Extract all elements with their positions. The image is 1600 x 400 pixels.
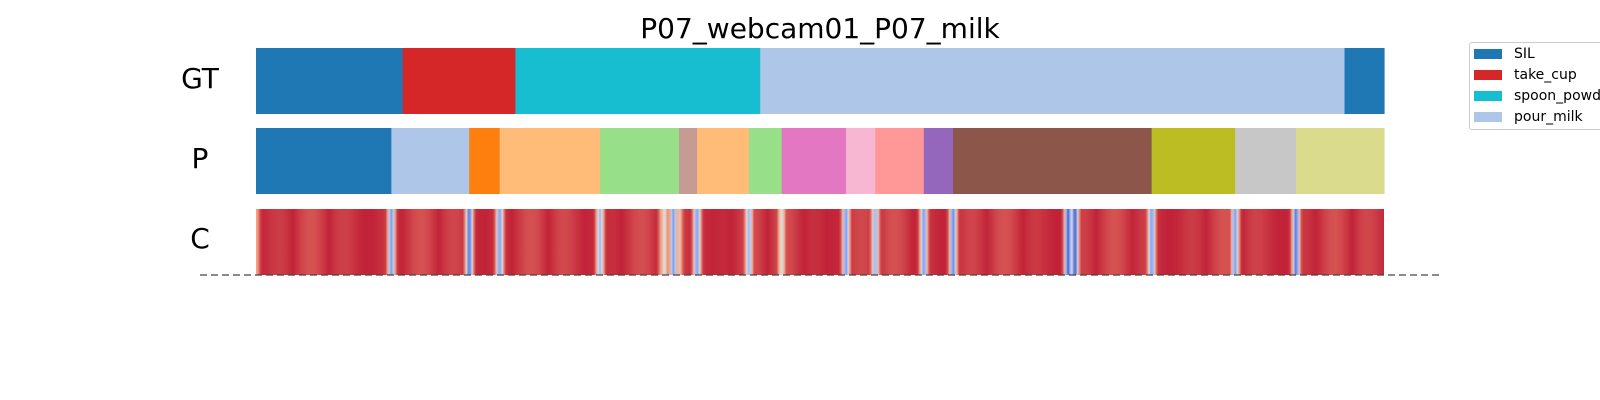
- segment: [923, 128, 954, 194]
- legend: SIL take_cup spoon_powd pour_milk: [1469, 42, 1600, 130]
- legend-label: pour_milk: [1514, 109, 1583, 125]
- confidence-row-bar: [256, 209, 1384, 275]
- prediction-row-bar: [256, 128, 1385, 194]
- legend-swatch: [1474, 49, 1502, 59]
- row-label-c: C: [190, 222, 210, 255]
- row-label-p: P: [191, 142, 209, 175]
- segment: [499, 128, 601, 194]
- legend-swatch: [1474, 70, 1502, 80]
- segment: [469, 128, 501, 194]
- segment-take-cup: [402, 48, 517, 114]
- legend-swatch: [1474, 91, 1502, 101]
- segment: [845, 128, 876, 194]
- segment: [679, 128, 698, 194]
- segment: [875, 128, 925, 194]
- segment: [781, 128, 847, 194]
- segment-SIL: [256, 128, 392, 194]
- segment-spoon-powder: [515, 48, 761, 114]
- segment: [1296, 128, 1385, 194]
- legend-item: take_cup: [1474, 65, 1577, 85]
- segment: [1235, 128, 1297, 194]
- legend-item: SIL: [1474, 44, 1535, 64]
- segment: [697, 128, 750, 194]
- chart-title: P07_webcam01_P07_milk: [640, 12, 1000, 45]
- segment-SIL: [1344, 48, 1385, 114]
- gt-row-bar: [256, 48, 1385, 114]
- segment-pour-milk: [760, 48, 1346, 114]
- segment-SIL: [256, 48, 404, 114]
- legend-item: spoon_powd: [1474, 86, 1600, 106]
- segment: [1151, 128, 1236, 194]
- row-label-gt: GT: [181, 62, 219, 95]
- legend-label: take_cup: [1514, 67, 1577, 83]
- segment: [953, 128, 1153, 194]
- legend-item: pour_milk: [1474, 107, 1583, 127]
- segment: [391, 128, 470, 194]
- legend-label: SIL: [1514, 46, 1535, 62]
- legend-label: spoon_powd: [1514, 88, 1600, 104]
- segment: [600, 128, 680, 194]
- segment: [748, 128, 783, 194]
- legend-swatch: [1474, 112, 1502, 122]
